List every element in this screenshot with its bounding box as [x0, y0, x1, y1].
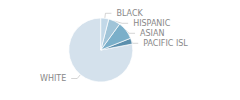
svg-text:HISPANIC: HISPANIC — [133, 19, 171, 28]
svg-text:WHITE: WHITE — [40, 74, 66, 83]
svg-text:PACIFIC ISL: PACIFIC ISL — [143, 39, 188, 48]
svg-text:ASIAN: ASIAN — [140, 29, 164, 38]
svg-text:BLACK: BLACK — [116, 9, 143, 18]
